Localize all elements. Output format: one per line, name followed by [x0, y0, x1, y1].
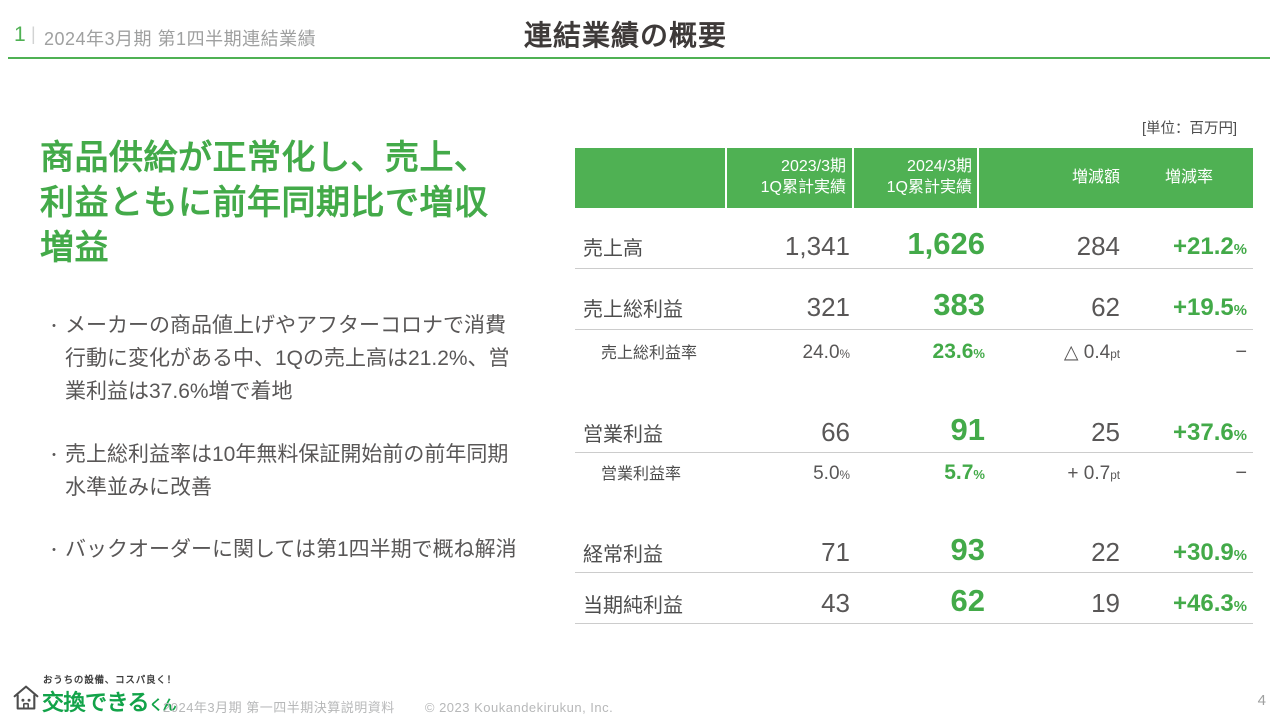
header-column-divider	[725, 148, 727, 208]
bullet-text: 売上総利益率は10年無料保証開始前の前年同期水準並みに改善	[65, 442, 509, 499]
rate-value: +46.3%	[1173, 590, 1247, 617]
summary-bullet-list: ・ メーカーの商品値上げやアフターコロナで消費行動に変化がある中、1Qの売上高は…	[47, 309, 523, 595]
curr-value: 1,626	[907, 226, 985, 261]
prev-value: 43	[821, 588, 850, 618]
diff-value: + 0.7pt	[1067, 463, 1120, 484]
section-label: 2024年3月期 第1四半期連結業績	[44, 29, 317, 49]
diff-value: 284	[1076, 231, 1120, 261]
header-divider: |	[31, 24, 36, 44]
row-label: 営業利益	[583, 424, 663, 446]
table-row-operating-margin: 営業利益率 5.0% 5.7% + 0.7pt −	[575, 453, 1253, 491]
prev-value: 1,341	[784, 231, 850, 261]
table-group-spacer	[575, 491, 1253, 522]
page-title: 連結業績の概要	[524, 20, 728, 51]
rate-value: +37.6%	[1173, 419, 1247, 446]
curr-value: 62	[950, 583, 985, 618]
curr-value: 23.6%	[932, 340, 985, 363]
results-table: 2023/3期 1Q累計実績 2024/3期 1Q累計実績 増減額 増減率 売上…	[575, 148, 1253, 624]
company-logo: 交換できるくん	[42, 690, 177, 715]
rate-value: −	[1235, 341, 1247, 363]
curr-value: 383	[933, 287, 985, 322]
table-row-gross-profit-margin: 売上総利益率 24.0% 23.6% △ 0.4pt −	[575, 330, 1253, 373]
rate-value: +19.5%	[1173, 294, 1247, 321]
doc-title: 2024年3月期 第一四半期決算説明資料	[163, 700, 395, 715]
prev-value: 321	[806, 292, 850, 322]
diff-value: 25	[1091, 417, 1120, 447]
prev-value: 5.0%	[813, 463, 850, 484]
column-header-curr-period: 2024/3期 1Q累計実績	[886, 158, 972, 196]
house-logo-icon	[12, 683, 40, 718]
curr-value: 5.7%	[944, 461, 985, 484]
table-header-row: 2023/3期 1Q累計実績 2024/3期 1Q累計実績 増減額 増減率	[575, 148, 1253, 208]
page-number: 4	[1257, 692, 1266, 709]
diff-value: 19	[1091, 588, 1120, 618]
curr-value: 93	[950, 532, 985, 567]
table-row-net-income: 当期純利益 43 62 19 +46.3%	[575, 573, 1253, 624]
curr-value: 91	[950, 412, 985, 447]
rate-value: +30.9%	[1173, 539, 1247, 566]
header-rule	[8, 57, 1270, 59]
bullet-marker: ・	[47, 541, 61, 558]
logo-tagline: おうちの設備、コスパ良く！	[43, 675, 177, 686]
column-header-rate: 増減率	[1164, 168, 1213, 186]
column-header-prev-period: 2023/3期 1Q累計実績	[760, 158, 846, 196]
bullet-marker: ・	[47, 318, 61, 334]
rate-value: +21.2%	[1173, 233, 1247, 260]
list-item: ・ バックオーダーに関しては第1四半期で概ね解消	[47, 533, 523, 566]
row-label: 営業利益率	[601, 466, 682, 483]
row-label: 経常利益	[583, 544, 663, 566]
footer-note: 2024年3月期 第一四半期決算説明資料 © 2023 Koukandekiru…	[163, 697, 613, 716]
row-label: 売上総利益率	[601, 345, 698, 362]
bullet-marker: ・	[47, 446, 61, 463]
row-label: 当期純利益	[583, 595, 683, 617]
summary-headline: 商品供給が正常化し、売上、利益ともに前年同期比で増収増益	[40, 139, 489, 267]
diff-value: △ 0.4pt	[1063, 342, 1120, 363]
unit-note: [単位：百万円]	[1141, 121, 1237, 137]
prev-value: 24.0%	[802, 342, 850, 363]
list-item: ・ 売上総利益率は10年無料保証開始前の前年同期水準並みに改善	[47, 438, 523, 504]
row-label: 売上高	[583, 238, 643, 260]
header-column-divider	[852, 148, 854, 208]
column-header-diff: 増減額	[1071, 168, 1120, 186]
table-row-operating-profit: 営業利益 66 91 25 +37.6%	[575, 402, 1253, 453]
bullet-text: メーカーの商品値上げやアフターコロナで消費行動に変化がある中、1Qの売上高は21…	[65, 314, 510, 404]
bullet-text: バックオーダーに関しては第1四半期で概ね解消	[65, 537, 517, 561]
prev-value: 66	[821, 417, 850, 447]
list-item: ・ メーカーの商品値上げやアフターコロナで消費行動に変化がある中、1Qの売上高は…	[47, 309, 523, 409]
slide-section-number: 1	[14, 23, 26, 46]
rate-value: −	[1235, 462, 1247, 484]
prev-value: 71	[821, 537, 850, 567]
copyright: © 2023 Koukandekirukun, Inc.	[424, 700, 614, 715]
column-header-label	[575, 148, 725, 208]
header-column-divider	[977, 148, 979, 208]
table-row-gross-profit: 売上総利益 321 383 62 +19.5%	[575, 269, 1253, 330]
table-row-net-sales: 売上高 1,341 1,626 284 +21.2%	[575, 208, 1253, 269]
table-group-spacer	[575, 373, 1253, 402]
table-row-ordinary-profit: 経常利益 71 93 22 +30.9%	[575, 522, 1253, 573]
diff-value: 62	[1091, 292, 1120, 322]
row-label: 売上総利益	[583, 299, 683, 321]
diff-value: 22	[1091, 537, 1120, 567]
